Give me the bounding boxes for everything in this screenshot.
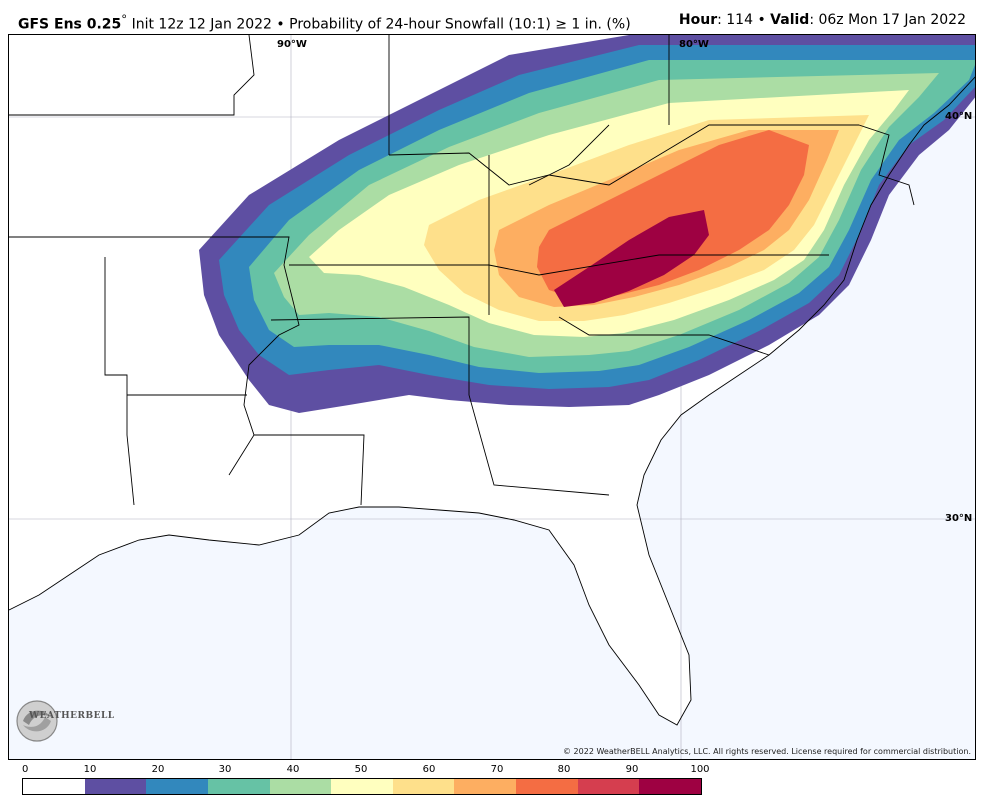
legend-bar <box>22 778 702 795</box>
degree-symbol: ° <box>121 12 128 26</box>
boundaries <box>9 35 975 726</box>
legend-swatch-10 <box>639 779 702 794</box>
init-time: Init 12z 12 Jan 2022 <box>131 16 272 33</box>
copyright-notice: © 2022 WeatherBELL Analytics, LLC. All r… <box>563 747 971 756</box>
legend-swatch-6 <box>392 779 455 794</box>
legend-swatch-4 <box>269 779 332 794</box>
color-legend: 0 10 20 30 40 50 60 70 80 90 100 <box>22 764 710 796</box>
map-canvas <box>9 35 975 759</box>
legend-swatch-3 <box>207 779 270 794</box>
label-90w: 90°W <box>277 39 307 50</box>
legend-swatch-0 <box>23 779 85 794</box>
legend-tick-40: 40 <box>286 764 300 775</box>
valid-value: : 06z Mon 17 Jan 2022 <box>809 12 966 28</box>
hour-value: : 114 <box>717 12 753 28</box>
valid-label: Valid <box>770 12 810 28</box>
band-90 <box>554 210 709 307</box>
hour-label: Hour <box>678 12 718 28</box>
logo-text: WEATHERBELL <box>29 711 115 721</box>
title-left: GFS Ens 0.25° Init 12z 12 Jan 2022 • Pro… <box>18 12 631 33</box>
legend-tick-20: 20 <box>151 764 165 775</box>
title-bar: GFS Ens 0.25° Init 12z 12 Jan 2022 • Pro… <box>0 0 984 34</box>
legend-tick-100: 100 <box>690 764 710 775</box>
label-40n: 40°N <box>945 111 973 122</box>
legend-swatch-5 <box>331 779 393 794</box>
legend-swatch-2 <box>146 779 208 794</box>
title-right: Hour: 114 • Valid: 06z Mon 17 Jan 2022 <box>679 12 966 28</box>
legend-swatch-7 <box>454 779 517 794</box>
legend-tick-60: 60 <box>422 764 436 775</box>
bullet-2: • <box>757 12 766 28</box>
legend-tick-0: 0 <box>22 764 29 775</box>
product-name: Probability of 24-hour Snowfall (10:1) ≥… <box>289 16 631 33</box>
weatherbell-logo: WEATHERBELL <box>13 697 114 743</box>
legend-tick-10: 10 <box>83 764 97 775</box>
map-frame[interactable]: 90°W 80°W 40°N 30°N WEATHERBELL © 2022 W… <box>8 34 976 760</box>
legend-tick-50: 50 <box>354 764 368 775</box>
legend-tick-30: 30 <box>218 764 232 775</box>
bullet-1: • <box>276 16 285 33</box>
legend-tick-70: 70 <box>490 764 504 775</box>
legend-tick-90: 90 <box>625 764 639 775</box>
model-name: GFS Ens 0.25 <box>18 16 122 33</box>
legend-tick-80: 80 <box>557 764 571 775</box>
logo-swirl-icon <box>16 700 58 742</box>
label-80w: 80°W <box>679 39 709 50</box>
label-30n: 30°N <box>945 513 973 524</box>
legend-swatch-1 <box>84 779 147 794</box>
legend-swatch-9 <box>577 779 640 794</box>
legend-swatch-8 <box>516 779 578 794</box>
